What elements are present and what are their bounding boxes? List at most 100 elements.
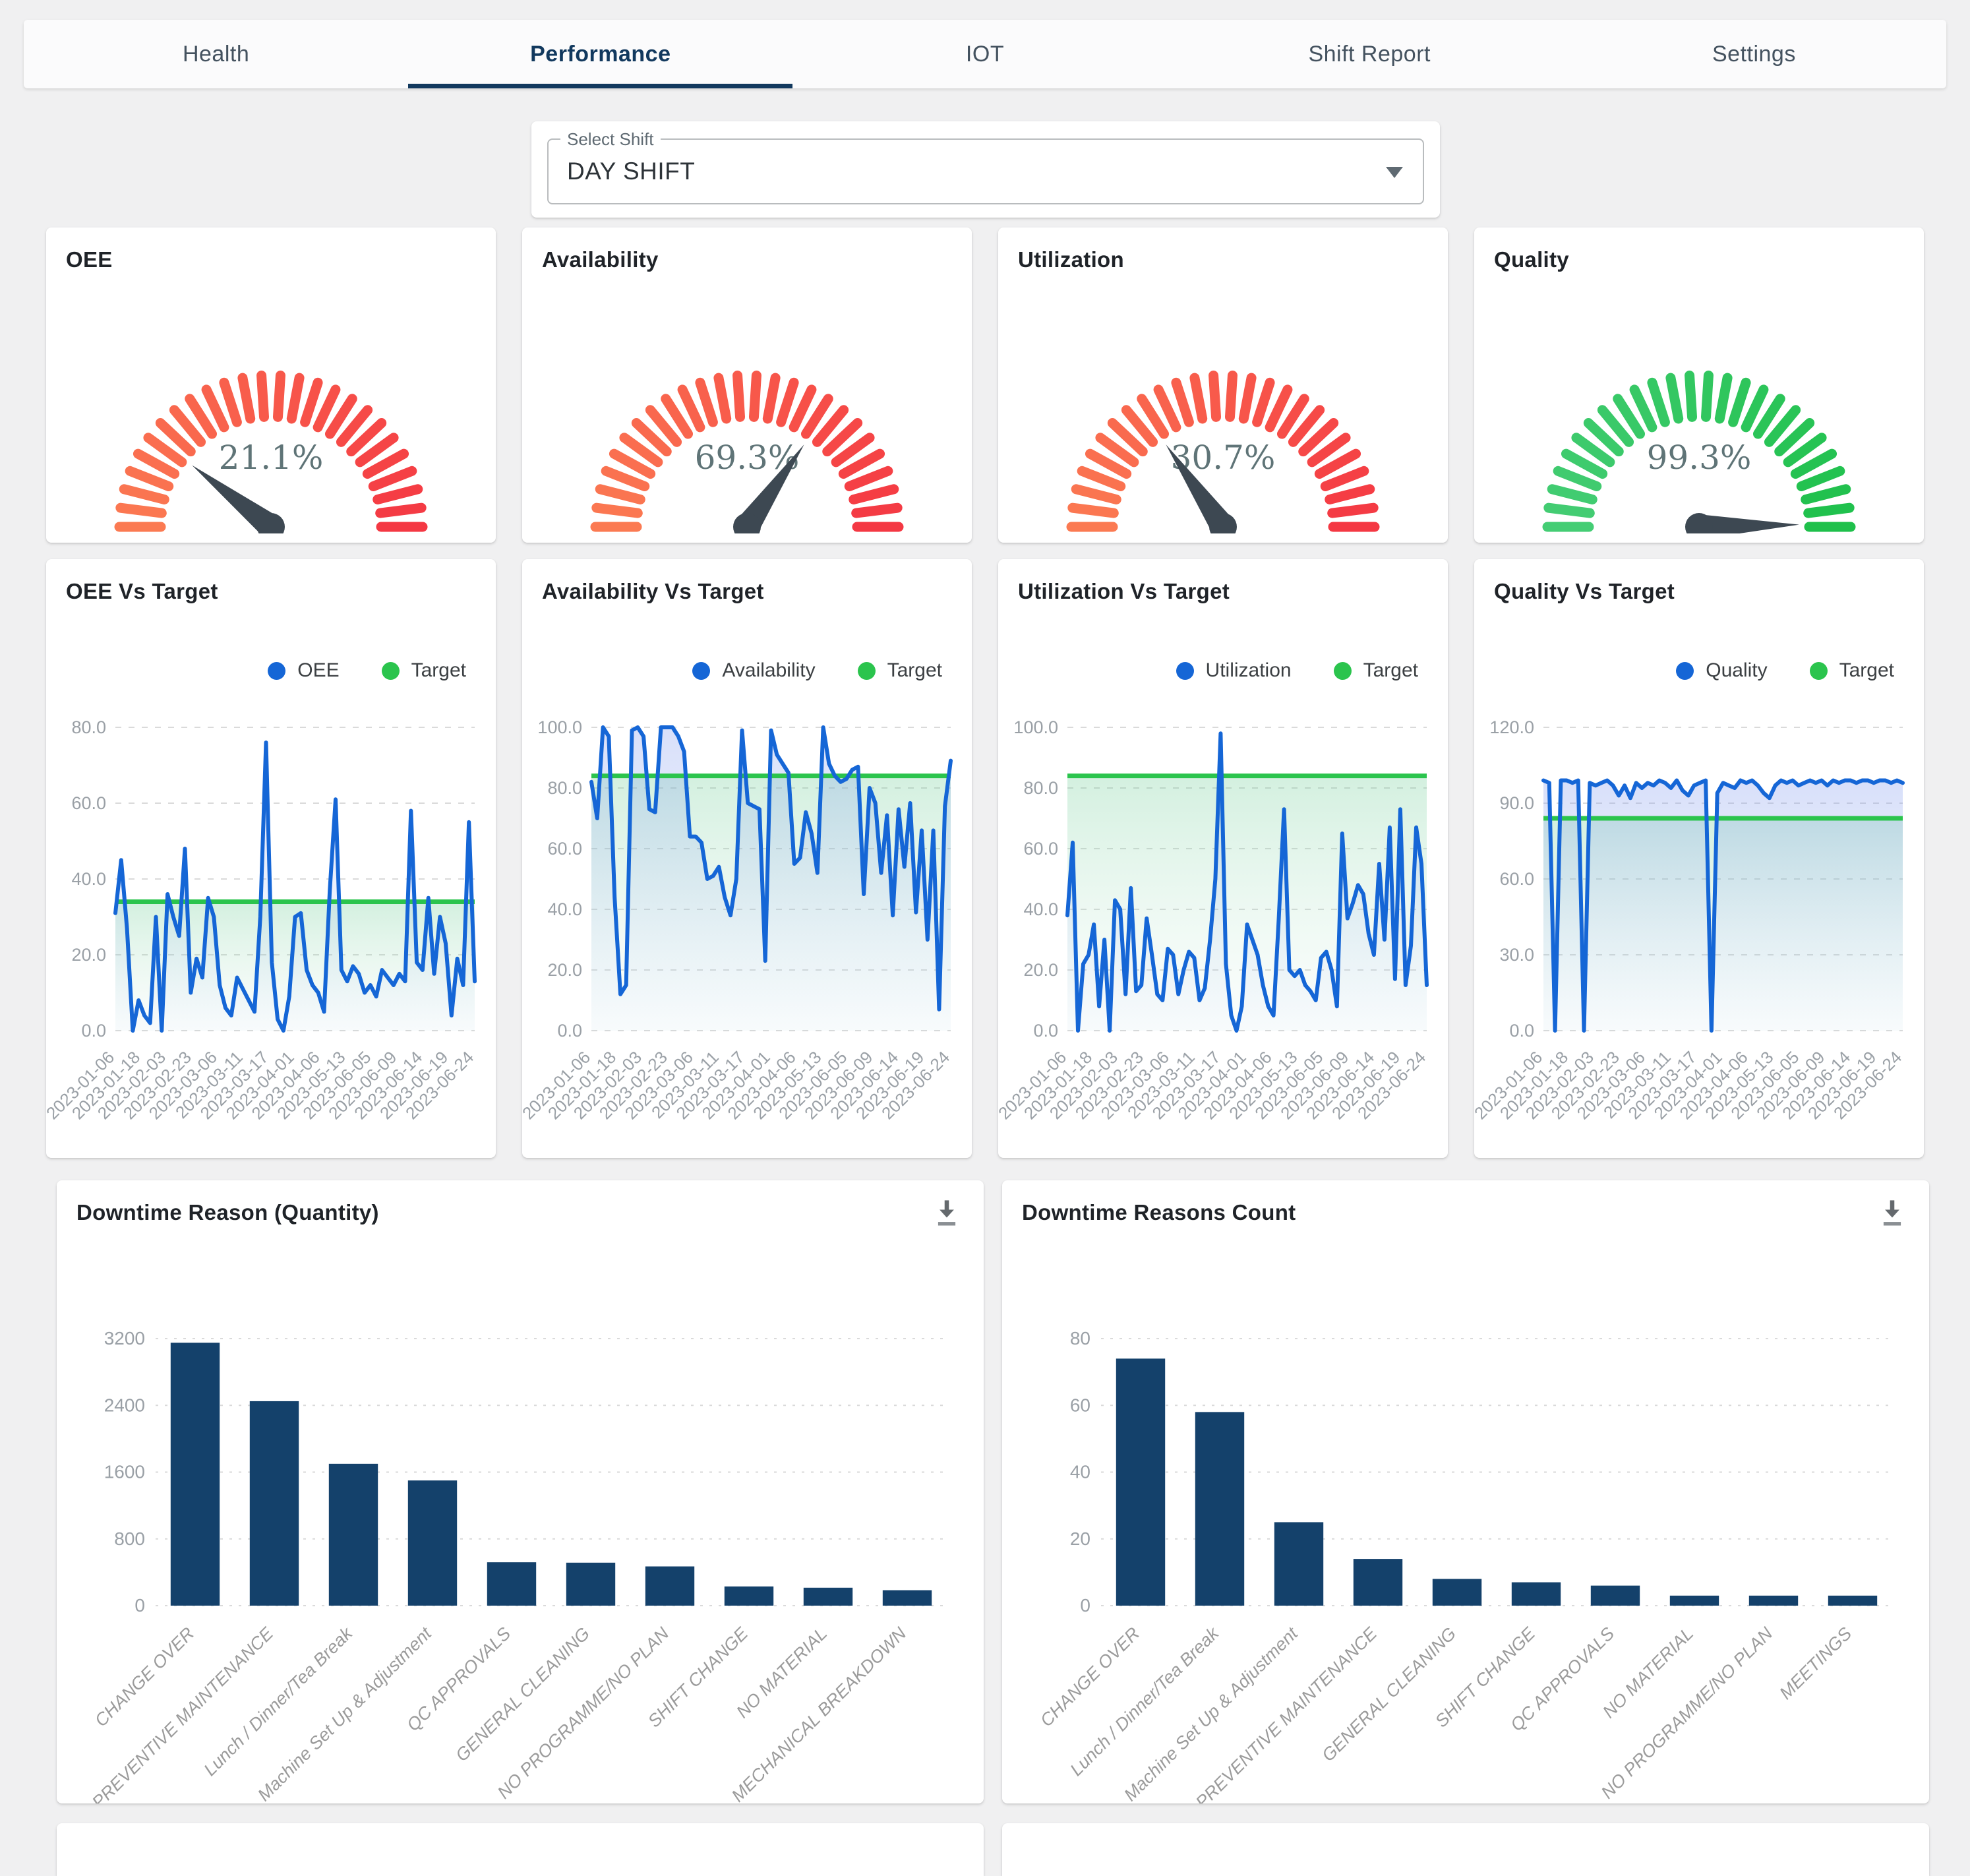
card-title: OEE	[66, 247, 113, 272]
legend-dot-icon	[268, 661, 286, 680]
svg-text:60.0: 60.0	[71, 793, 106, 813]
card-title: Quality	[1494, 247, 1569, 272]
tab-health[interactable]: Health	[182, 42, 250, 67]
svg-text:0.0: 0.0	[81, 1021, 106, 1041]
shift-select[interactable]: Select Shift DAY SHIFT	[547, 129, 1424, 204]
tab-performance[interactable]: Performance	[530, 42, 671, 67]
series-line	[589, 725, 953, 1012]
legend-item-series[interactable]: Availability	[692, 659, 816, 682]
tab-shift-report[interactable]: Shift Report	[1308, 42, 1431, 67]
legend-dot-icon	[1676, 661, 1694, 680]
download-icon[interactable]	[932, 1197, 961, 1229]
legend-label: Quality	[1706, 659, 1768, 681]
chart-legend: Quality Target	[1676, 659, 1894, 682]
gauge-chart-availability: 69.3%	[590, 370, 904, 533]
legend-item-target[interactable]: Target	[1333, 659, 1418, 682]
svg-text:40.0: 40.0	[1023, 899, 1058, 919]
series-line	[1541, 778, 1905, 1033]
legend-item-series[interactable]: Quality	[1676, 659, 1768, 682]
svg-text:2400: 2400	[104, 1395, 145, 1415]
download-icon[interactable]	[1878, 1197, 1907, 1229]
svg-text:80.0: 80.0	[1023, 778, 1058, 798]
active-tab-indicator	[408, 84, 793, 88]
svg-text:Lunch / Dinner/Tea Break: Lunch / Dinner/Tea Break	[200, 1623, 357, 1780]
bar-preventive-maintenance	[249, 1401, 299, 1606]
svg-text:60.0: 60.0	[547, 839, 582, 859]
svg-text:20: 20	[1070, 1528, 1090, 1549]
bar-change-over	[170, 1343, 220, 1606]
legend-item-series[interactable]: OEE	[268, 659, 340, 682]
bar-qc-approvals	[487, 1562, 537, 1606]
svg-text:NO PROGRAMME/NO PLAN: NO PROGRAMME/NO PLAN	[494, 1623, 673, 1803]
bar-lunch-dinner-tea-break	[1195, 1412, 1245, 1606]
tab-bar: Health Performance IOT Shift Report Settings	[24, 20, 1946, 88]
legend-item-target[interactable]: Target	[381, 659, 466, 682]
svg-text:GENERAL CLEANING: GENERAL CLEANING	[452, 1623, 593, 1765]
trend-card-quality-vs-target: Quality Vs Target Quality Target 0.0 30.0 60.…	[1474, 559, 1924, 1158]
gauge-row: OEE 21.1% Availability 69.3% Utilization 30.7…	[46, 227, 1924, 543]
bar-qc-approvals	[1590, 1585, 1640, 1606]
svg-text:20.0: 20.0	[547, 960, 582, 980]
legend-label: Target	[1839, 659, 1894, 681]
bar-card-downtime-reasons-count: 0 20 40 60 80 CHANGE OVER Lunch / Dinner/Tea B…	[1002, 1180, 1929, 1803]
bar-shift-change	[1511, 1582, 1561, 1606]
svg-text:40.0: 40.0	[547, 899, 582, 919]
series-line	[1065, 731, 1429, 1033]
legend-dot-icon	[1809, 661, 1828, 680]
legend-label: Target	[411, 659, 466, 681]
gauge-card-oee: OEE 21.1%	[46, 227, 496, 543]
next-row-partial	[57, 1823, 1929, 1876]
card-title: Quality Vs Target	[1494, 579, 1675, 603]
gauge-chart-oee: 21.1%	[114, 370, 428, 533]
tab-iot[interactable]: IOT	[965, 42, 1005, 67]
gauge-card-availability: Availability 69.3%	[522, 227, 972, 543]
trend-chart-availability-vs-target: 0.020.040.060.080.0100.02023-01-062023-0…	[522, 721, 953, 1123]
shift-select-card: Select Shift DAY SHIFT	[531, 121, 1440, 218]
gauge-chart-quality: 99.3%	[1542, 370, 1856, 533]
legend-label: Availability	[722, 659, 816, 681]
trend-card-utilization-vs-target: Utilization Vs Target Utilization Target 0.…	[998, 559, 1448, 1158]
dropdown-arrow-icon	[1386, 167, 1403, 178]
gauge-value: 99.3%	[1647, 439, 1752, 477]
trend-chart-utilization-vs-target: 0.020.040.060.080.0100.02023-01-062023-0…	[998, 721, 1429, 1123]
legend-dot-icon	[1176, 661, 1194, 680]
svg-text:80: 80	[1070, 1328, 1090, 1348]
trend-card-oee-vs-target: OEE Vs Target OEE Target 0.0 20.0 40.0 60.0 80.…	[46, 559, 496, 1158]
legend-label: Target	[1363, 659, 1418, 681]
trend-chart-oee-vs-target: 0.020.040.060.080.02023-01-062023-01-182…	[46, 721, 477, 1123]
svg-text:0: 0	[134, 1595, 145, 1616]
gauge-needle	[1166, 444, 1234, 533]
gauge-card-quality: Quality 99.3%	[1474, 227, 1924, 543]
bar-no-programme-no-plan	[1748, 1595, 1799, 1606]
gauge-chart-utilization: 30.7%	[1066, 370, 1380, 533]
card-title: Availability Vs Target	[542, 579, 764, 603]
svg-text:1600: 1600	[104, 1462, 145, 1482]
legend-dot-icon	[1333, 661, 1352, 680]
svg-text:60.0: 60.0	[1023, 839, 1058, 859]
svg-text:3200: 3200	[104, 1328, 145, 1348]
gauge-needle	[736, 444, 804, 533]
legend-item-target[interactable]: Target	[1809, 659, 1894, 682]
chart-legend: Utilization Target	[1176, 659, 1418, 682]
svg-text:30.0: 30.0	[1499, 945, 1534, 965]
svg-text:90.0: 90.0	[1499, 793, 1534, 813]
legend-item-target[interactable]: Target	[857, 659, 942, 682]
svg-text:60.0: 60.0	[1499, 869, 1534, 889]
trend-card-availability-vs-target: Availability Vs Target Availability Target…	[522, 559, 972, 1158]
svg-text:MECHANICAL BREAKDOWN: MECHANICAL BREAKDOWN	[728, 1623, 910, 1803]
legend-dot-icon	[857, 661, 876, 680]
gauge-card-utilization: Utilization 30.7%	[998, 227, 1448, 543]
svg-text:GENERAL CLEANING: GENERAL CLEANING	[1318, 1623, 1460, 1765]
svg-text:Machine Set Up & Adjustment: Machine Set Up & Adjustment	[1120, 1623, 1302, 1803]
tab-settings[interactable]: Settings	[1712, 42, 1796, 67]
svg-text:40: 40	[1070, 1462, 1090, 1482]
card-title: Downtime Reasons Count	[1022, 1200, 1296, 1225]
chart-legend: Availability Target	[692, 659, 942, 682]
bar-general-cleaning	[1432, 1579, 1482, 1606]
svg-text:20.0: 20.0	[1023, 960, 1058, 980]
next-card-left	[57, 1823, 984, 1876]
svg-text:Lunch / Dinner/Tea Break: Lunch / Dinner/Tea Break	[1066, 1623, 1223, 1780]
legend-item-series[interactable]: Utilization	[1176, 659, 1292, 682]
